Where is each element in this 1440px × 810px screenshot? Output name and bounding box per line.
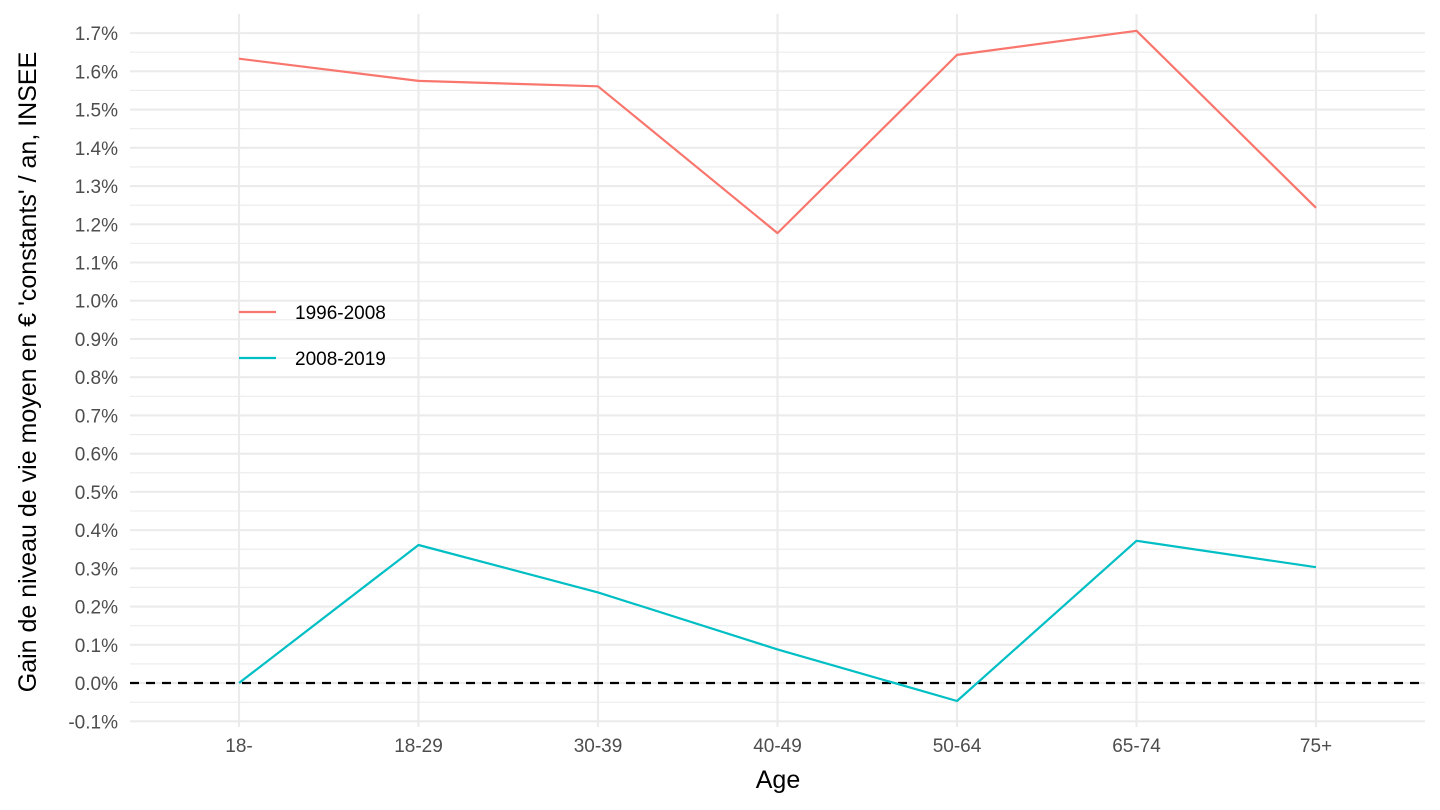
- y-axis-ticks: -0.1% 0.0% 0.1% 0.2% 0.3% 0.4% 0.5% 0.6% 0.7% 0.8…: [68, 24, 118, 733]
- y-tick-label: 1.5%: [75, 101, 118, 122]
- y-tick-label: 0.1%: [75, 636, 118, 657]
- y-tick-label: 1.4%: [75, 139, 118, 160]
- y-tick-label: 0.7%: [75, 406, 118, 427]
- grid-layer: [130, 14, 1425, 727]
- y-tick-label: 1.3%: [75, 177, 118, 198]
- y-tick-label: 1.1%: [75, 253, 118, 274]
- legend: 1996-2008 2008-2019: [239, 303, 386, 370]
- y-tick-label: -0.1%: [68, 712, 118, 733]
- x-axis-ticks: 18- 18-29 30-39 40-49 50-64 65-74 75+: [225, 736, 1332, 757]
- x-tick-label: 30-39: [574, 736, 623, 757]
- y-tick-label: 1.6%: [75, 62, 118, 83]
- x-tick-label: 18-29: [394, 736, 443, 757]
- y-tick-label: 0.5%: [75, 483, 118, 504]
- y-tick-label: 1.0%: [75, 292, 118, 313]
- x-tick-label: 40-49: [753, 736, 802, 757]
- y-axis-title: Gain de niveau de vie moyen en € 'consta…: [14, 52, 42, 692]
- x-tick-label: 65-74: [1112, 736, 1161, 757]
- y-tick-label: 1.7%: [75, 24, 118, 45]
- series-layer: [238, 29, 1317, 703]
- x-tick-label: 75+: [1300, 736, 1332, 757]
- y-tick-label: 0.3%: [75, 559, 118, 580]
- series-line-2008-2019: [238, 539, 1317, 703]
- y-tick-label: 0.6%: [75, 445, 118, 466]
- legend-label: 1996-2008: [295, 303, 386, 324]
- legend-label: 2008-2019: [295, 349, 386, 370]
- y-tick-label: 0.2%: [75, 598, 118, 619]
- y-tick-label: 0.9%: [75, 330, 118, 351]
- series-line-1996-2008: [238, 29, 1317, 235]
- y-tick-label: 0.8%: [75, 368, 118, 389]
- x-axis-title: Age: [756, 766, 800, 794]
- y-tick-label: 0.4%: [75, 521, 118, 542]
- y-tick-label: 1.2%: [75, 215, 118, 236]
- x-tick-label: 18-: [225, 736, 252, 757]
- y-tick-label: 0.0%: [75, 674, 118, 695]
- x-tick-label: 50-64: [933, 736, 982, 757]
